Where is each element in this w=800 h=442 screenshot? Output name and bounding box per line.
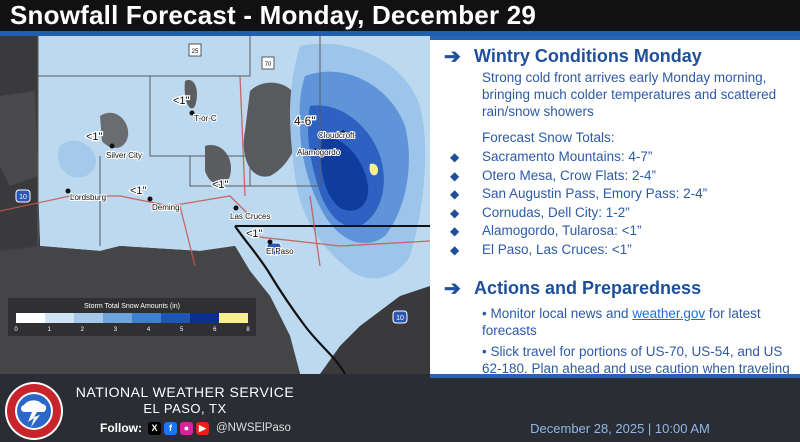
legend-tick-label: 8 bbox=[246, 327, 250, 333]
legend-swatch bbox=[45, 313, 74, 323]
follow-row: Follow: X f ● ▶ @NWSElPaso bbox=[100, 421, 291, 435]
timestamp: December 28, 2025 | 10:00 AM bbox=[530, 421, 710, 436]
snow-contour-4 bbox=[320, 136, 369, 211]
footer bbox=[0, 374, 800, 442]
city-dot-el-paso bbox=[267, 239, 273, 245]
actions-section: ➔ Actions and Preparedness • Monitor loc… bbox=[444, 276, 794, 394]
label-lordsburg: Lordsburg bbox=[70, 193, 106, 202]
legend-tick-label: 1 bbox=[47, 327, 51, 333]
legend-swatch bbox=[190, 313, 219, 323]
diamond-icon: ◆ bbox=[450, 187, 460, 201]
amount-deming: <1" bbox=[130, 185, 147, 197]
svg-text:10: 10 bbox=[270, 247, 278, 254]
legend-tick-label: 3 bbox=[114, 327, 118, 333]
list-item: ◆ Alamogordo, Tularosa: <1” bbox=[444, 222, 794, 241]
facebook-icon[interactable]: f bbox=[164, 421, 177, 435]
legend-tick-label: 6 bbox=[213, 327, 217, 333]
list-item: ◆ Cornudas, Dell City: 1-2” bbox=[444, 204, 794, 223]
label-el-paso: El Paso bbox=[266, 247, 294, 256]
list-item: ◆ El Paso, Las Cruces: <1” bbox=[444, 241, 794, 260]
diamond-icon: ◆ bbox=[450, 205, 460, 220]
list-item: ◆ Sacramento Mountains: 4-7” bbox=[444, 148, 794, 167]
list-item: ◆ San Augustin Pass, Emory Pass: 2-4” bbox=[444, 185, 794, 204]
svg-text:10: 10 bbox=[19, 194, 27, 201]
label-cloudcroft: Cloudcroft bbox=[318, 131, 355, 140]
svg-text:70: 70 bbox=[265, 62, 272, 68]
svg-text:Storm Total Snow Amounts (in): Storm Total Snow Amounts (in) bbox=[84, 303, 180, 310]
footer-stripe bbox=[430, 374, 800, 378]
arrow-right-icon: ➔ bbox=[444, 46, 461, 68]
wintry-heading: Wintry Conditions Monday bbox=[474, 46, 702, 66]
city-dot-las-cruces bbox=[233, 205, 239, 211]
diamond-icon: ◆ bbox=[450, 168, 460, 183]
snow-contour-5 bbox=[369, 163, 379, 176]
legend-swatch bbox=[16, 313, 45, 323]
amount-truth-c: <1" bbox=[173, 95, 190, 107]
i10-shield-icon: 10 bbox=[392, 310, 408, 324]
snowfall-map: 10 10 10 25 70 S bbox=[0, 36, 430, 374]
amount-sacramento: 4-6" bbox=[294, 114, 316, 128]
legend-swatch bbox=[132, 313, 161, 323]
agency-name: NATIONAL WEATHER SERVICE bbox=[75, 384, 295, 400]
title-stripe bbox=[0, 31, 800, 36]
legend-tick-label: 5 bbox=[180, 327, 184, 333]
label-las-cruces: Las Cruces bbox=[230, 212, 270, 221]
diamond-icon: ◆ bbox=[450, 224, 460, 238]
city-dot-truth-c bbox=[189, 110, 195, 116]
city-dot-alamogordo bbox=[312, 148, 318, 154]
follow-label: Follow: bbox=[100, 421, 142, 435]
nws-logo-icon bbox=[5, 382, 63, 440]
weather-gov-link[interactable]: weather.gov bbox=[632, 306, 706, 321]
diamond-icon: ◆ bbox=[450, 150, 460, 164]
legend-tick-label: 4 bbox=[147, 327, 151, 333]
legend-tick-label: 2 bbox=[81, 327, 85, 333]
office-name: EL PASO, TX bbox=[143, 401, 227, 416]
city-dot-deming bbox=[147, 196, 153, 202]
city-dot-lordsburg bbox=[65, 188, 71, 194]
youtube-icon[interactable]: ▶ bbox=[196, 421, 209, 435]
instagram-icon[interactable]: ● bbox=[180, 421, 193, 435]
list-item: ◆ Otero Mesa, Crow Flats: 2-4” bbox=[444, 167, 794, 186]
city-dot-silver-city bbox=[109, 143, 115, 149]
snow-legend: Storm Total Snow Amounts (in) 0 1 2 3 4 5 6 8 bbox=[8, 298, 256, 336]
svg-text:25: 25 bbox=[192, 49, 199, 55]
arrow-right-icon: ➔ bbox=[444, 278, 461, 300]
wintry-body: Strong cold front arrives early Monday m… bbox=[482, 70, 777, 119]
label-alamogordo: Alamogordo bbox=[297, 148, 341, 157]
legend-swatch bbox=[161, 313, 190, 323]
legend-tick-label: 0 bbox=[14, 327, 18, 333]
legend-swatch bbox=[103, 313, 132, 323]
svg-text:10: 10 bbox=[396, 315, 404, 322]
actions-bullet-1: • Monitor local news and weather.gov for… bbox=[482, 306, 761, 338]
label-silver-city: Silver City bbox=[106, 151, 142, 160]
amount-las-cruces: <1" bbox=[212, 179, 229, 191]
social-handle[interactable]: @NWSElPaso bbox=[216, 422, 291, 434]
i10-shield-icon: 10 bbox=[266, 242, 282, 256]
x-icon[interactable]: X bbox=[148, 421, 161, 435]
legend-swatch bbox=[219, 313, 248, 323]
amount-silver-city: <1" bbox=[86, 131, 103, 143]
city-dot-cloudcroft bbox=[340, 130, 346, 136]
us-shield-icon: 70 bbox=[261, 56, 275, 70]
actions-heading: Actions and Preparedness bbox=[474, 278, 702, 298]
label-deming: Deming bbox=[152, 203, 180, 212]
diamond-icon: ◆ bbox=[450, 242, 460, 257]
us-shield-icon: 25 bbox=[188, 43, 202, 57]
amount-el-paso: <1" bbox=[246, 228, 263, 240]
label-truth-c: T-or-C bbox=[194, 114, 217, 123]
page-title: Snowfall Forecast - Monday, December 29 bbox=[10, 0, 537, 30]
totals-list: ◆ Sacramento Mountains: 4-7” ◆ Otero Mesa,… bbox=[444, 148, 794, 259]
legend-swatch bbox=[74, 313, 103, 323]
info-panel: ➔ Wintry Conditions Monday Strong cold f… bbox=[430, 36, 800, 393]
panel-stripe bbox=[430, 36, 800, 40]
title-bar: Snowfall Forecast - Monday, December 29 bbox=[0, 0, 800, 33]
wintry-section: ➔ Wintry Conditions Monday Strong cold f… bbox=[444, 44, 794, 259]
i10-shield-icon: 10 bbox=[15, 189, 31, 203]
totals-label: Forecast Snow Totals: bbox=[482, 130, 615, 145]
